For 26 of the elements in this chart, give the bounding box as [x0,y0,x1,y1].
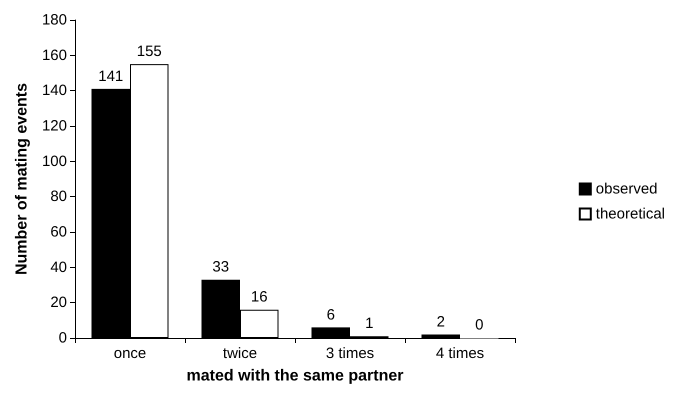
y-tick-label: 60 [50,224,67,240]
data-label: 6 [326,306,335,324]
y-tick-label: 100 [42,152,67,170]
x-tick-label: 3 times [326,345,374,362]
data-label: 2 [436,313,445,330]
y-tick-label: 20 [50,294,67,312]
legend-label: observed [596,180,658,198]
y-tick-label: 140 [42,82,67,100]
y-tick-label: 160 [42,46,67,64]
legend-label: theoretical [596,206,666,222]
x-tick-label: 4 times [436,345,484,362]
data-label: 16 [250,288,268,306]
data-label: 0 [475,316,484,334]
data-label: 141 [98,68,124,85]
data-label: 155 [136,43,162,60]
y-tick-label: 180 [42,12,67,28]
data-label: 1 [365,315,374,332]
y-tick-label: 0 [58,330,67,346]
x-axis-title: mated with the same partner [186,368,404,384]
x-tick-label: once [114,345,146,362]
data-label: 33 [212,258,230,276]
y-axis-title: Number of mating events [14,82,30,276]
x-tick-label: twice [222,345,258,362]
y-tick-label: 40 [50,258,67,276]
y-tick-label: 80 [50,188,67,206]
y-tick-label: 120 [42,118,67,134]
